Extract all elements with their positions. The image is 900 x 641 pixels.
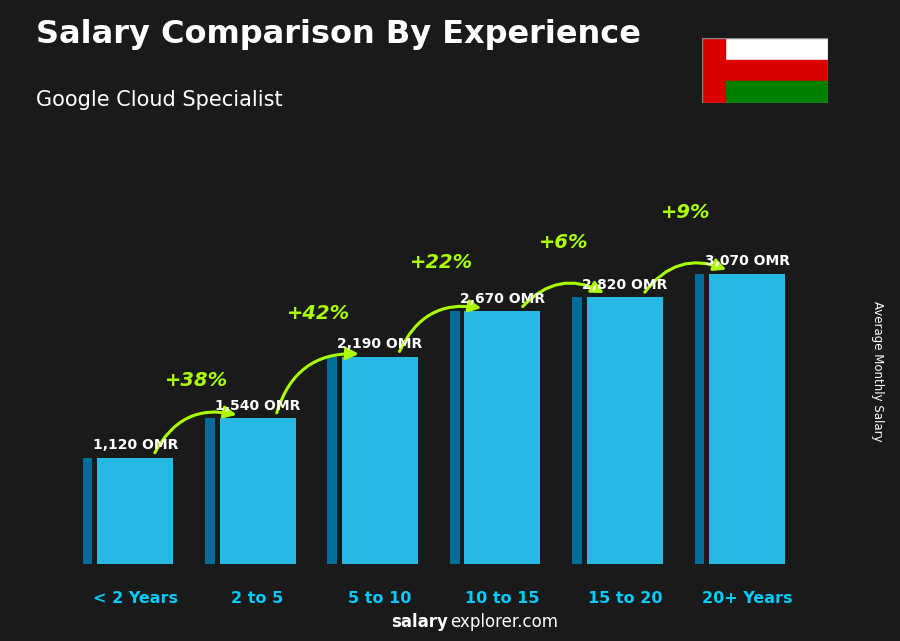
Polygon shape: [450, 312, 460, 564]
Polygon shape: [695, 274, 705, 564]
Text: Salary Comparison By Experience: Salary Comparison By Experience: [36, 19, 641, 50]
Text: 2,820 OMR: 2,820 OMR: [582, 278, 668, 292]
Text: +22%: +22%: [410, 253, 472, 272]
Text: explorer.com: explorer.com: [450, 613, 558, 631]
Bar: [220, 419, 295, 564]
Polygon shape: [83, 458, 93, 564]
Text: 1,540 OMR: 1,540 OMR: [215, 399, 301, 413]
Text: 3,070 OMR: 3,070 OMR: [705, 254, 789, 268]
Text: +9%: +9%: [662, 203, 711, 222]
Text: salary: salary: [392, 613, 448, 631]
Text: +38%: +38%: [165, 371, 228, 390]
Text: < 2 Years: < 2 Years: [93, 590, 177, 606]
Text: 10 to 15: 10 to 15: [465, 590, 540, 606]
Text: 2,190 OMR: 2,190 OMR: [338, 337, 423, 351]
Bar: [464, 312, 540, 564]
Bar: [702, 38, 725, 103]
Bar: [97, 458, 173, 564]
Text: 20+ Years: 20+ Years: [702, 590, 793, 606]
Polygon shape: [328, 357, 338, 564]
Text: 2,670 OMR: 2,670 OMR: [460, 292, 545, 306]
Bar: [725, 38, 828, 60]
Bar: [725, 60, 828, 81]
Text: Average Monthly Salary: Average Monthly Salary: [871, 301, 884, 442]
Bar: [587, 297, 662, 564]
Polygon shape: [205, 419, 215, 564]
Text: 1,120 OMR: 1,120 OMR: [93, 438, 178, 453]
Text: +6%: +6%: [539, 233, 589, 252]
Text: 2 to 5: 2 to 5: [231, 590, 284, 606]
Bar: [725, 81, 828, 103]
Text: 15 to 20: 15 to 20: [588, 590, 662, 606]
Text: Google Cloud Specialist: Google Cloud Specialist: [36, 90, 283, 110]
Polygon shape: [572, 297, 582, 564]
Bar: [709, 274, 785, 564]
Bar: [342, 357, 418, 564]
Text: +42%: +42%: [287, 304, 350, 323]
Text: 5 to 10: 5 to 10: [348, 590, 411, 606]
